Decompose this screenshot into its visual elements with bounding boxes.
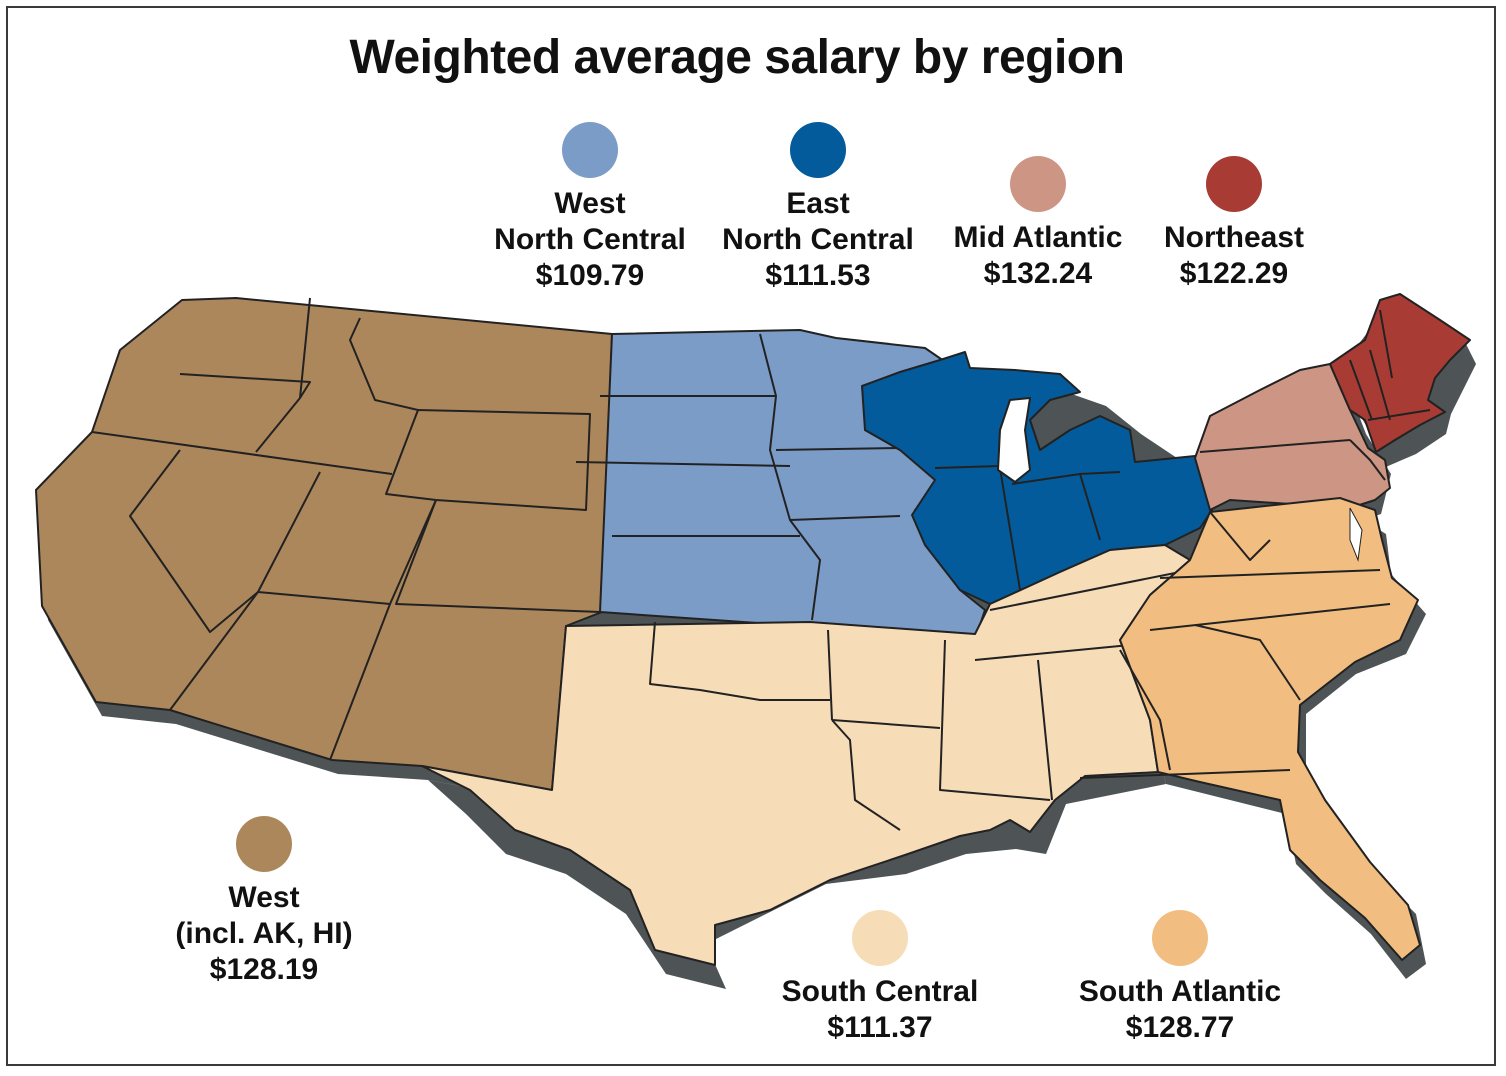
region-west-north-central bbox=[575, 329, 986, 641]
legend-mid-atlantic: Mid Atlantic $132.24 bbox=[918, 156, 1158, 292]
region-south-central bbox=[421, 544, 1191, 966]
region-east-north-central-shape bbox=[861, 351, 1213, 605]
lake-michigan bbox=[997, 397, 1031, 483]
legend-south-atlantic: South Atlantic $128.77 bbox=[1060, 910, 1300, 1046]
legend-label-line1: East bbox=[786, 187, 850, 220]
legend-value: $111.53 bbox=[765, 259, 871, 292]
legend-east-north-central: East North Central $111.53 bbox=[698, 122, 938, 294]
legend-label-line2: (incl. AK, HI) bbox=[175, 917, 353, 950]
legend-dot-west bbox=[236, 816, 292, 872]
region-west bbox=[35, 297, 613, 791]
region-northeast-shape bbox=[1329, 293, 1471, 453]
legend-dot-south-central bbox=[852, 910, 908, 966]
region-mid-atlantic-shape bbox=[1194, 363, 1391, 511]
legend-value: $111.37 bbox=[827, 1011, 933, 1044]
legend-label-line1: West bbox=[554, 187, 626, 220]
legend-label: Mid Atlantic bbox=[953, 221, 1123, 254]
legend-northeast: Northeast $122.29 bbox=[1114, 156, 1354, 292]
legend-label: Northeast bbox=[1163, 221, 1305, 254]
region-south-atlantic bbox=[1079, 497, 1421, 961]
chesapeake-bay bbox=[1349, 507, 1363, 562]
legend-value: $122.29 bbox=[1179, 257, 1289, 290]
legend-value: $109.79 bbox=[535, 259, 645, 292]
region-south-atlantic-shape bbox=[1119, 497, 1421, 961]
legend-value: $128.19 bbox=[209, 953, 319, 986]
legend-dot-south-atlantic bbox=[1152, 910, 1208, 966]
map-title: Weighted average salary by region bbox=[349, 31, 1125, 84]
region-northeast bbox=[1329, 293, 1471, 453]
legend-label-line1: West bbox=[228, 881, 300, 914]
region-south-central-shape bbox=[421, 544, 1191, 966]
legend-label-line2: North Central bbox=[494, 223, 686, 256]
legend-dot-northeast bbox=[1206, 156, 1262, 212]
legend-dot-west-north-central bbox=[562, 122, 618, 178]
legend-dot-east-north-central bbox=[790, 122, 846, 178]
legend-south-central: South Central $111.37 bbox=[760, 910, 1000, 1046]
region-east-north-central bbox=[861, 351, 1213, 605]
legend-label: South Atlantic bbox=[1078, 975, 1282, 1008]
legend-value: $132.24 bbox=[983, 257, 1093, 290]
legend-value: $128.77 bbox=[1125, 1011, 1235, 1044]
legend-west-north-central: West North Central $109.79 bbox=[470, 122, 710, 294]
legend-west: West (incl. AK, HI) $128.19 bbox=[144, 816, 384, 988]
region-mid-atlantic bbox=[1194, 363, 1391, 511]
legend-label-line2: North Central bbox=[722, 223, 914, 256]
legend-dot-mid-atlantic bbox=[1010, 156, 1066, 212]
legend-label: South Central bbox=[781, 975, 979, 1008]
